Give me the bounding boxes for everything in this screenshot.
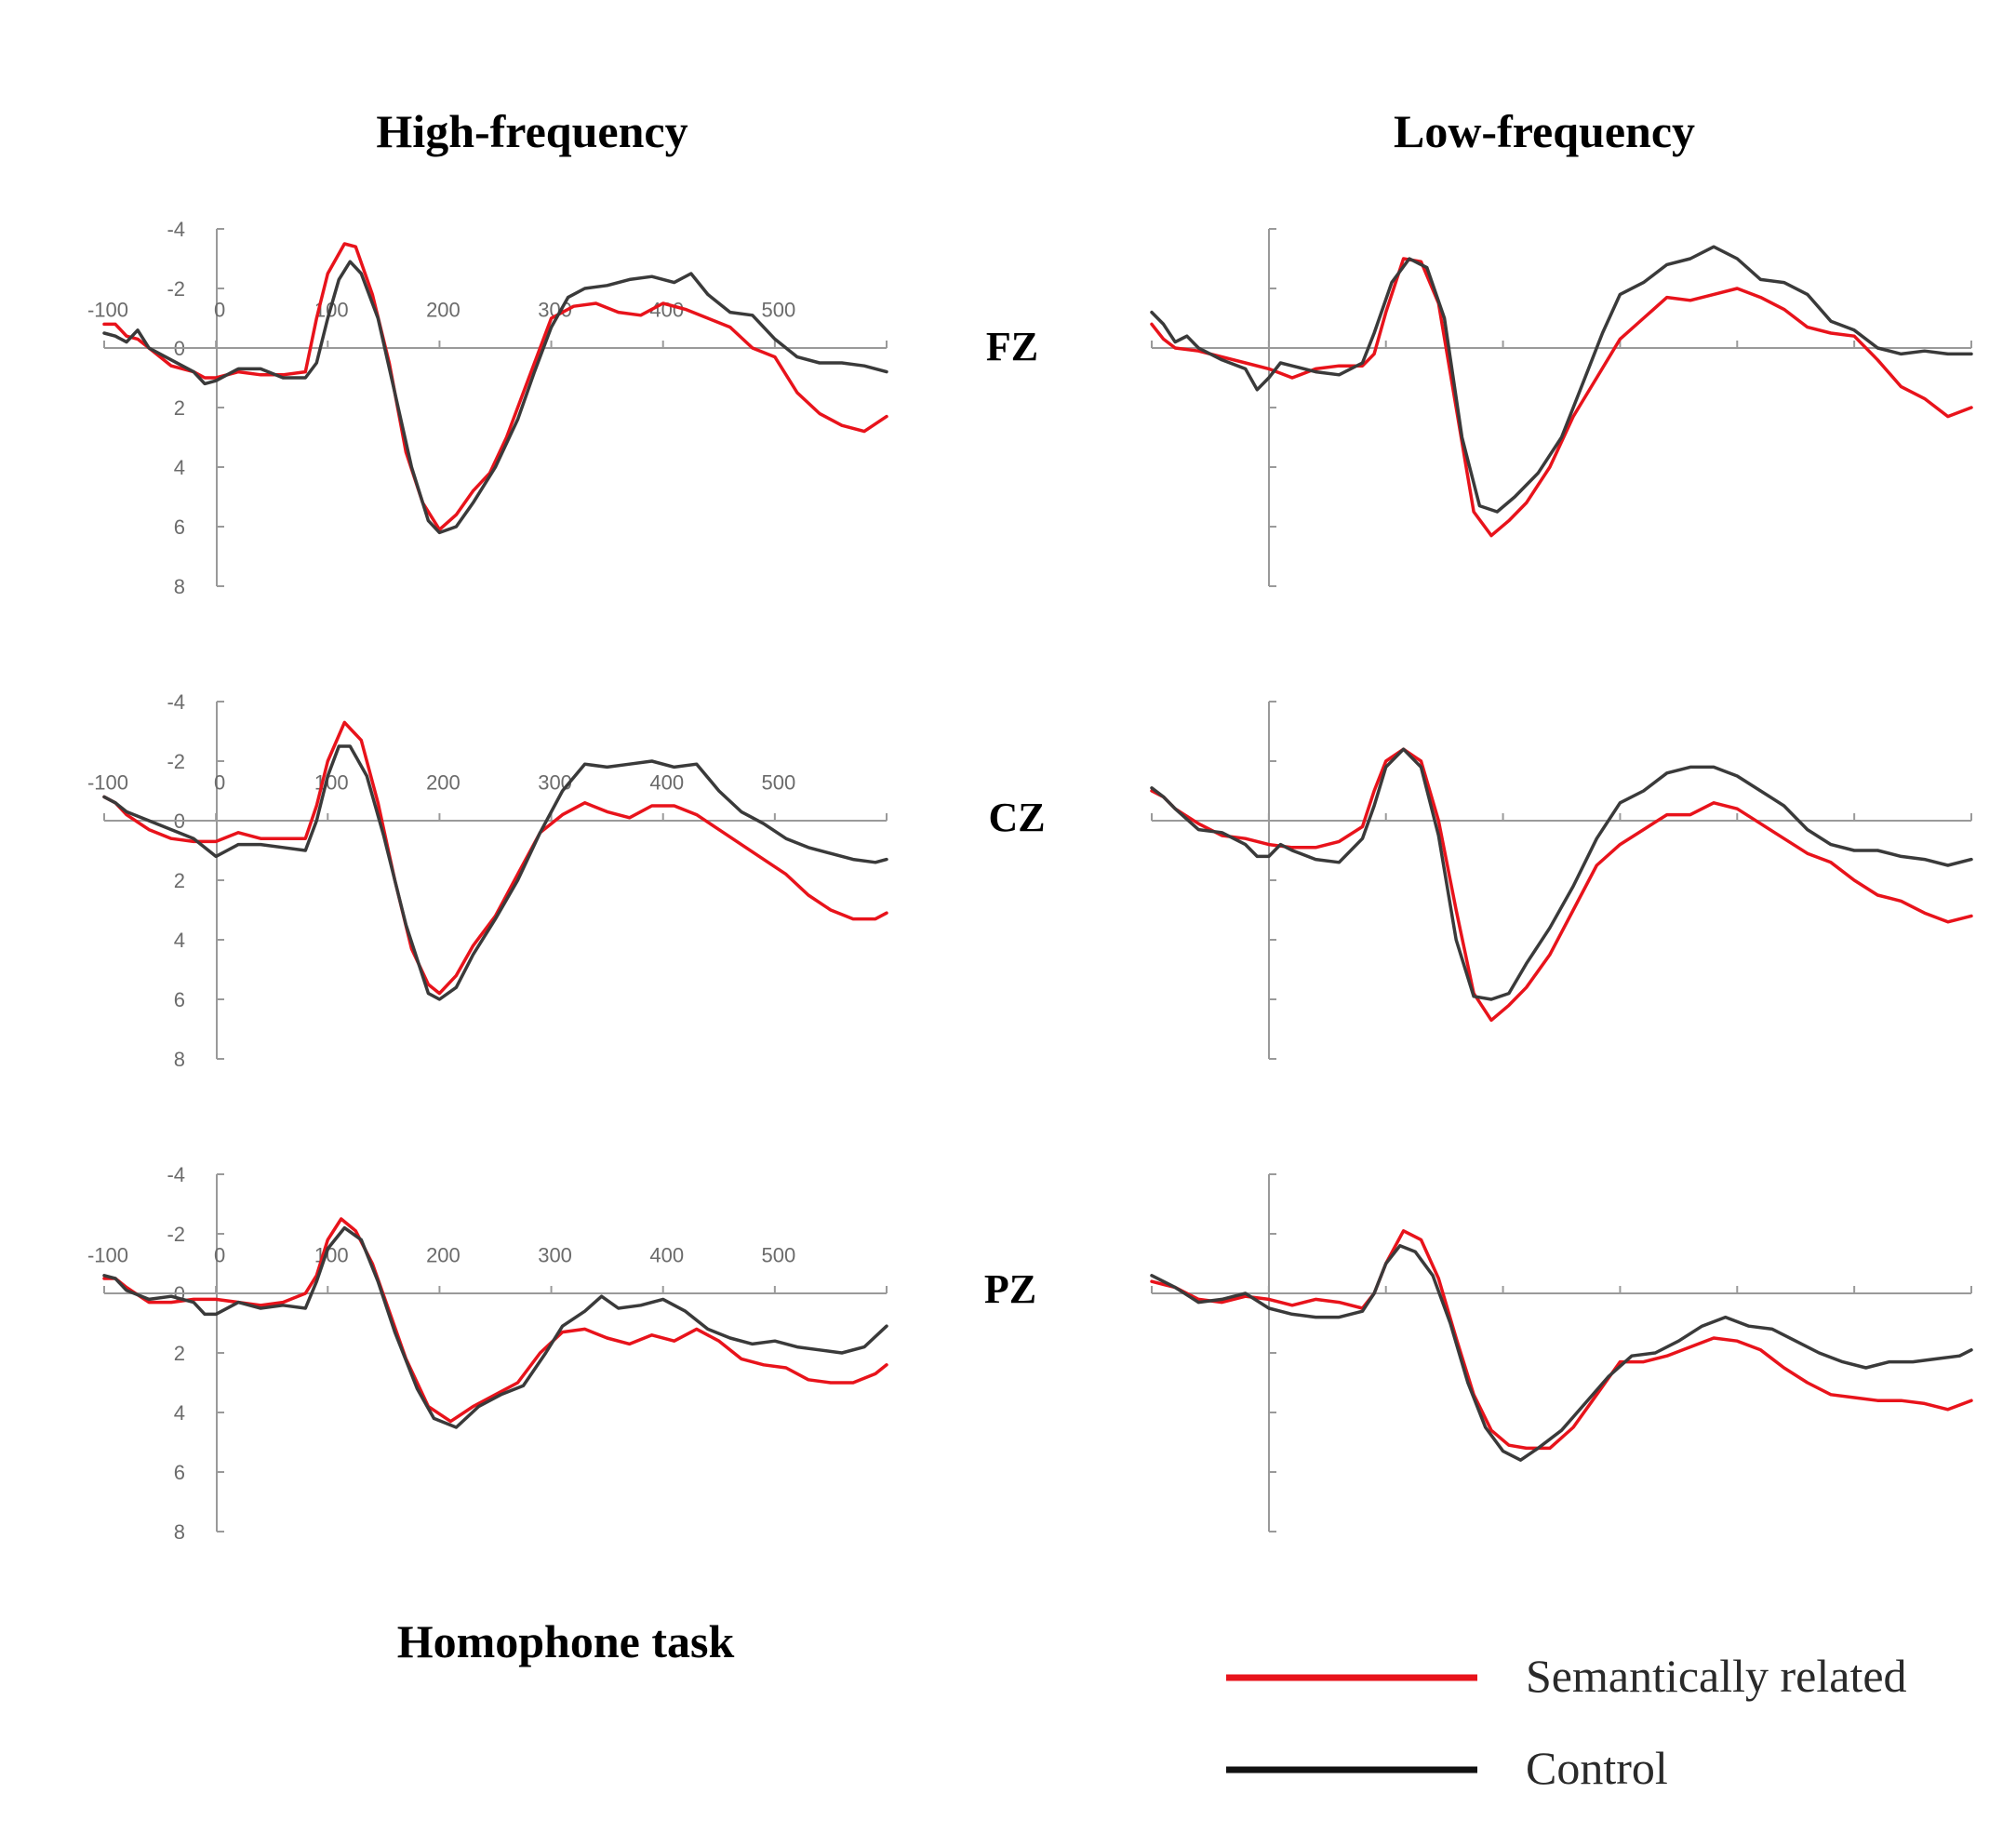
y-tick-label: -4 [167, 218, 185, 241]
series-semantically-related [1150, 747, 1973, 1023]
y-tick-label: 6 [174, 515, 185, 539]
y-tick-label: -2 [167, 750, 185, 773]
x-tick-label: 200 [426, 770, 461, 794]
x-tick-label: 0 [214, 298, 225, 321]
y-tick-label: 4 [174, 456, 185, 479]
legend-label-related: Semantically related [1526, 1650, 1907, 1702]
x-tick-label: 500 [761, 298, 795, 321]
x-tick-label: 500 [761, 1243, 795, 1266]
y-tick-label: -4 [167, 1163, 185, 1186]
series-control [1150, 1244, 1973, 1462]
x-tick-label: 300 [538, 770, 572, 794]
x-tick-label: 300 [538, 1243, 572, 1266]
x-tick-label: 400 [649, 1243, 684, 1266]
series-control [102, 744, 888, 1001]
y-tick-label: 8 [174, 575, 185, 598]
y-tick-label: 8 [174, 1520, 185, 1544]
x-tick-label: 0 [214, 1243, 225, 1266]
x-tick-label: -100 [87, 770, 128, 794]
series-semantically-related [1150, 1229, 1973, 1451]
series-control [1150, 747, 1973, 1001]
series-control [102, 1225, 888, 1429]
y-tick-label: 8 [174, 1048, 185, 1071]
series-control [1150, 245, 1973, 514]
x-tick-label: 400 [649, 770, 684, 794]
series-semantically-related [102, 1217, 888, 1424]
series-semantically-related [102, 242, 888, 531]
y-tick-label: 2 [174, 1342, 185, 1365]
series-control [102, 260, 888, 535]
x-tick-label: -100 [87, 298, 128, 321]
legend: Semantically related Control [1226, 1650, 1907, 1794]
y-tick-label: -4 [167, 690, 185, 714]
title-high-frequency: High-frequency [376, 105, 688, 157]
electrode-label-pz: PZ [984, 1266, 1036, 1312]
title-low-frequency: Low-frequency [1394, 105, 1695, 157]
legend-label-control: Control [1526, 1742, 1668, 1794]
x-tick-label: 0 [214, 770, 225, 794]
y-tick-label: 2 [174, 396, 185, 420]
task-label: Homophone task [397, 1615, 735, 1667]
y-tick-label: 2 [174, 869, 185, 892]
panel-6 [1150, 1173, 1973, 1532]
x-tick-label: 400 [649, 298, 684, 321]
x-tick-label: 500 [761, 770, 795, 794]
y-tick-label: 4 [174, 1401, 185, 1425]
y-tick-label: -2 [167, 1223, 185, 1246]
x-tick-label: 200 [426, 1243, 461, 1266]
y-tick-label: 4 [174, 929, 185, 952]
x-tick-label: 200 [426, 298, 461, 321]
x-tick-label: -100 [87, 1243, 128, 1266]
panel-2 [1150, 228, 1973, 587]
electrode-label-cz: CZ [988, 795, 1045, 840]
panel-4 [1150, 701, 1973, 1060]
y-tick-label: -2 [167, 277, 185, 301]
y-tick-label: 6 [174, 1461, 185, 1484]
electrode-label-fz: FZ [986, 324, 1038, 369]
series-semantically-related [102, 720, 888, 996]
y-tick-label: 6 [174, 988, 185, 1011]
series-semantically-related [1150, 257, 1973, 538]
